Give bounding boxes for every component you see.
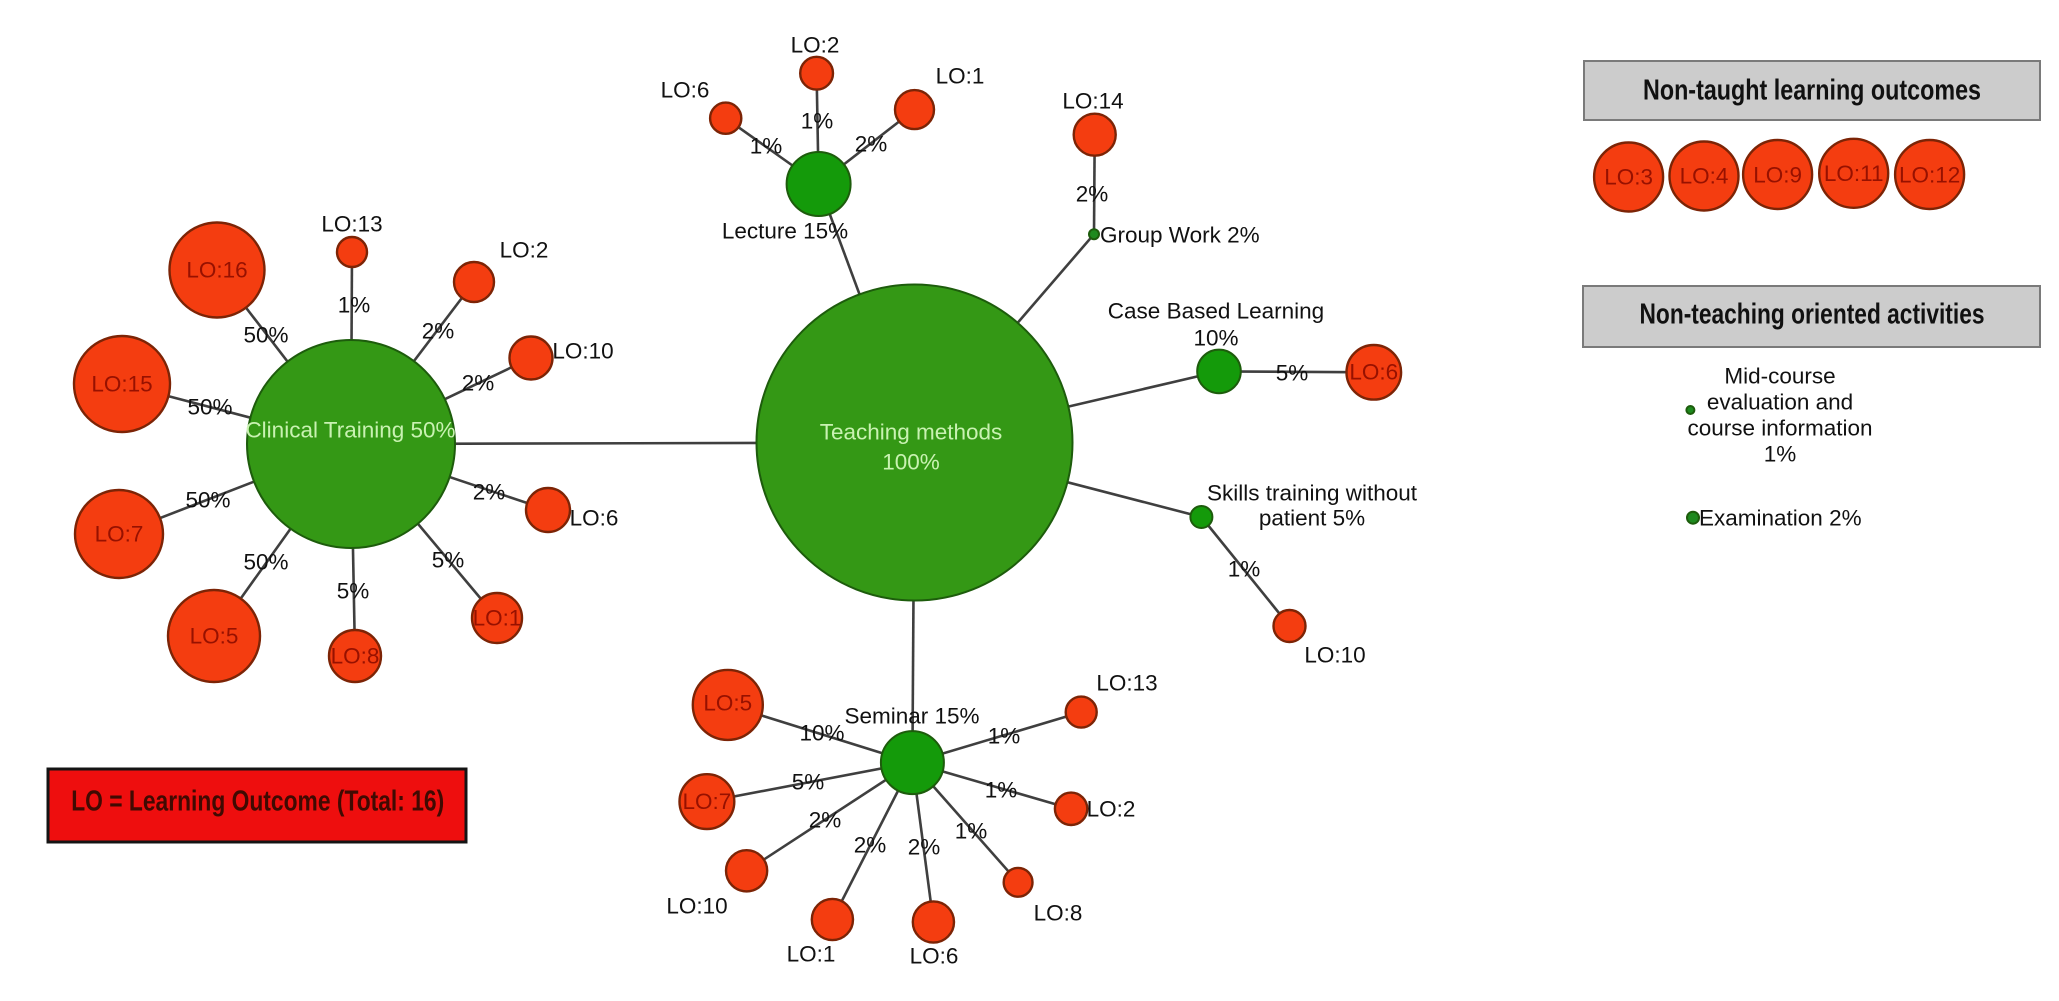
- svg-text:course information: course information: [1687, 416, 1872, 441]
- svg-text:evaluation and: evaluation and: [1707, 390, 1853, 415]
- svg-text:2%: 2%: [473, 480, 506, 505]
- svg-text:LO:6: LO:6: [1349, 360, 1398, 385]
- svg-text:LO:6: LO:6: [910, 944, 959, 969]
- svg-text:Clinical Training 50%: Clinical Training 50%: [245, 418, 455, 443]
- svg-text:1%: 1%: [985, 778, 1018, 803]
- svg-text:LO:13: LO:13: [321, 212, 382, 237]
- svg-text:5%: 5%: [792, 770, 825, 795]
- svg-text:1%: 1%: [988, 724, 1021, 749]
- svg-text:LO:1: LO:1: [787, 942, 836, 967]
- svg-text:2%: 2%: [854, 833, 887, 858]
- svg-text:2%: 2%: [908, 835, 941, 860]
- svg-text:1%: 1%: [801, 109, 834, 134]
- svg-text:LO:10: LO:10: [552, 339, 613, 364]
- svg-text:LO:15: LO:15: [91, 372, 152, 397]
- svg-text:2%: 2%: [1076, 182, 1109, 207]
- svg-text:5%: 5%: [1276, 361, 1309, 386]
- svg-text:LO:7: LO:7: [95, 522, 144, 547]
- svg-text:2%: 2%: [462, 371, 495, 396]
- svg-text:100%: 100%: [882, 450, 940, 475]
- svg-text:LO:6: LO:6: [661, 78, 710, 103]
- svg-text:LO:6: LO:6: [570, 506, 619, 531]
- svg-text:Lecture 15%: Lecture 15%: [722, 219, 848, 244]
- svg-text:1%: 1%: [1764, 442, 1797, 467]
- svg-text:LO:3: LO:3: [1604, 165, 1653, 190]
- svg-text:LO:5: LO:5: [703, 691, 752, 716]
- svg-text:LO:10: LO:10: [666, 894, 727, 919]
- svg-text:LO:1: LO:1: [936, 64, 985, 89]
- svg-text:50%: 50%: [243, 550, 288, 575]
- svg-text:50%: 50%: [185, 488, 230, 513]
- svg-text:1%: 1%: [750, 134, 783, 159]
- svg-text:Group Work 2%: Group Work 2%: [1100, 223, 1260, 248]
- svg-text:LO:9: LO:9: [1753, 163, 1802, 188]
- svg-text:Examination 2%: Examination 2%: [1699, 506, 1862, 531]
- svg-text:LO:13: LO:13: [1096, 671, 1157, 696]
- svg-text:1%: 1%: [955, 819, 988, 844]
- svg-text:Seminar 15%: Seminar 15%: [844, 704, 979, 729]
- svg-text:LO:14: LO:14: [1062, 89, 1123, 114]
- svg-text:LO:12: LO:12: [1899, 163, 1960, 188]
- svg-text:LO:7: LO:7: [683, 789, 732, 814]
- svg-text:Teaching methods: Teaching methods: [820, 420, 1003, 445]
- svg-text:1%: 1%: [1228, 557, 1261, 582]
- svg-text:50%: 50%: [243, 323, 288, 348]
- svg-text:LO:2: LO:2: [791, 33, 840, 58]
- svg-text:10%: 10%: [1193, 326, 1238, 351]
- svg-text:Mid-course: Mid-course: [1724, 364, 1835, 389]
- svg-text:LO:8: LO:8: [1034, 901, 1083, 926]
- svg-text:5%: 5%: [432, 548, 465, 573]
- svg-text:10%: 10%: [799, 721, 844, 746]
- svg-text:LO:4: LO:4: [1680, 164, 1729, 189]
- svg-text:patient 5%: patient 5%: [1259, 506, 1365, 531]
- svg-text:Case Based Learning: Case Based Learning: [1108, 299, 1324, 324]
- svg-text:2%: 2%: [855, 132, 888, 157]
- svg-text:Non-teaching oriented activiti: Non-teaching oriented activities: [1640, 299, 1985, 331]
- svg-text:Non-taught learning outcomes: Non-taught learning outcomes: [1643, 75, 1981, 107]
- svg-text:Skills training without: Skills training without: [1207, 481, 1418, 506]
- svg-text:LO:1: LO:1: [473, 606, 522, 631]
- svg-text:LO:16: LO:16: [186, 258, 247, 283]
- svg-text:LO:11: LO:11: [1824, 161, 1884, 186]
- svg-text:5%: 5%: [337, 579, 370, 604]
- svg-text:50%: 50%: [187, 395, 232, 420]
- svg-text:LO:5: LO:5: [190, 624, 239, 649]
- svg-text:LO:2: LO:2: [500, 238, 549, 263]
- svg-text:1%: 1%: [338, 293, 371, 318]
- svg-text:LO:2: LO:2: [1087, 797, 1136, 822]
- svg-text:2%: 2%: [809, 808, 842, 833]
- svg-text:LO:10: LO:10: [1304, 643, 1365, 668]
- svg-text:2%: 2%: [422, 319, 455, 344]
- svg-text:LO:8: LO:8: [331, 644, 380, 669]
- svg-text:LO = Learning Outcome (Total:: LO = Learning Outcome (Total: 16): [71, 786, 444, 818]
